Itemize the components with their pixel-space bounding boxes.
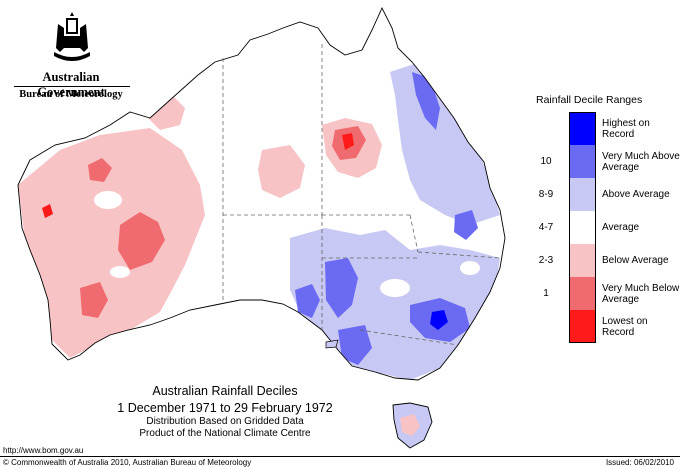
legend-label: Below Average bbox=[602, 255, 669, 266]
legend-item: 1 Very Much Below Average bbox=[530, 277, 680, 310]
bureau-name: Bureau of Meteorology bbox=[19, 89, 123, 100]
legend-range bbox=[530, 310, 562, 343]
southwest-very-much-below-average-patch bbox=[80, 282, 108, 318]
state-borders bbox=[222, 44, 501, 346]
legend-range: 10 bbox=[540, 156, 552, 167]
legend-item: Lowest on Record bbox=[530, 310, 680, 343]
legend-swatch bbox=[569, 310, 596, 343]
map-period: 1 December 1971 to 29 February 1972 bbox=[117, 401, 333, 415]
central-qld-very-much-above-average-patch bbox=[454, 210, 478, 240]
kangaroo-island bbox=[325, 339, 339, 349]
australia-coastline bbox=[17, 6, 506, 381]
legend-label: Average bbox=[602, 222, 640, 233]
wa-average-island bbox=[94, 191, 122, 209]
bom-url-link[interactable]: http://www.bom.gov.au bbox=[3, 446, 84, 455]
legend-title: Rainfall Decile Ranges bbox=[536, 94, 643, 106]
nsw-record-high-patch bbox=[430, 310, 448, 330]
sa-very-much-above-average-region bbox=[325, 258, 358, 318]
legend-range bbox=[530, 112, 562, 145]
legend-label: Lowest on Record bbox=[602, 315, 648, 338]
victoria-very-much-above-average-region bbox=[338, 325, 372, 365]
legend-swatch bbox=[569, 178, 596, 211]
footer-divider bbox=[0, 456, 680, 457]
gulf-record-low-patch bbox=[342, 133, 354, 150]
legend-label: Very Much Above Average bbox=[602, 150, 680, 173]
legend-swatch bbox=[569, 112, 596, 145]
legend-swatch bbox=[569, 277, 596, 310]
legend-item: Highest on Record bbox=[530, 112, 680, 145]
branding-divider bbox=[14, 86, 130, 87]
map-subtitle-distribution: Distribution Based on Gridded Data bbox=[146, 416, 304, 427]
copyright-notice: © Commonwealth of Australia 2010, Austra… bbox=[3, 458, 252, 467]
legend-item: 10 Very Much Above Average bbox=[530, 145, 680, 178]
map-subtitle-product: Product of the National Climate Centre bbox=[139, 428, 311, 439]
coat-of-arms-icon bbox=[54, 12, 90, 61]
west-below-average-region bbox=[18, 128, 205, 358]
west-coast-record-low-patch bbox=[42, 204, 53, 218]
legend-range: 8-9 bbox=[538, 189, 554, 200]
southeast-above-average-region bbox=[290, 228, 500, 380]
legend-swatch bbox=[569, 145, 596, 178]
legend-label: Highest on Record bbox=[602, 117, 650, 140]
legend-item: 8-9 Above Average bbox=[530, 178, 680, 211]
pilbara-very-much-below-average-patch bbox=[88, 158, 112, 182]
map-title-block: Australian Rainfall Deciles 1 December 1… bbox=[90, 384, 360, 440]
tasmania bbox=[392, 402, 433, 449]
map-title: Australian Rainfall Deciles bbox=[152, 384, 298, 398]
legend-range: 4-7 bbox=[538, 222, 554, 233]
legend-item: 4-7 Average bbox=[530, 211, 680, 244]
government-name: Australian Government bbox=[37, 70, 105, 99]
east-coast-above-average-region bbox=[390, 62, 500, 225]
legend-label: Very Much Below Average bbox=[602, 282, 680, 305]
legend-label: Above Average bbox=[602, 189, 670, 200]
nsw-average-island bbox=[460, 261, 480, 275]
issued-date: Issued: 06/02/2010 bbox=[605, 458, 674, 467]
qld-coast-very-much-above-average-region bbox=[412, 72, 440, 130]
legend-item: 2-3 Below Average bbox=[530, 244, 680, 277]
west-very-much-below-average-patch bbox=[118, 212, 165, 270]
legend-swatch bbox=[569, 244, 596, 277]
central-below-average-region bbox=[258, 145, 305, 198]
legend-range: 2-3 bbox=[538, 255, 554, 266]
wa-average-island-south bbox=[110, 266, 130, 278]
se-average-island bbox=[380, 279, 410, 297]
legend-range: 1 bbox=[543, 288, 549, 299]
west-sa-very-much-above-average-region bbox=[295, 284, 320, 318]
legend-swatch bbox=[569, 211, 596, 244]
